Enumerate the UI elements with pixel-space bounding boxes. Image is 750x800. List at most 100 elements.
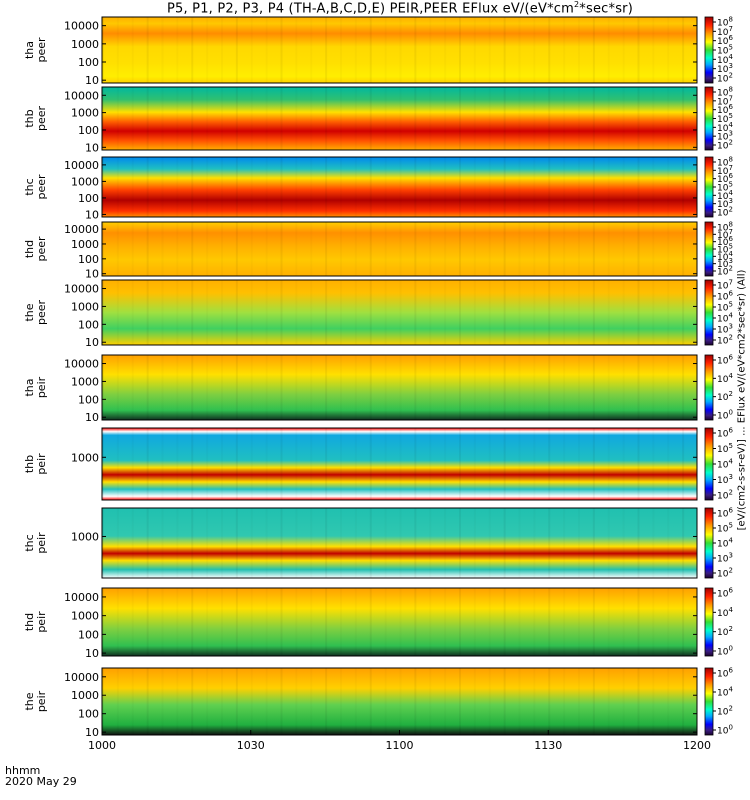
spectrogram-texture <box>176 588 178 656</box>
colorbar-tick-label: 105 <box>717 301 733 314</box>
y-tick-label: 1000 <box>71 610 99 623</box>
spectrogram-texture <box>235 87 238 150</box>
spectrogram-texture <box>340 280 342 345</box>
spectrogram-texture <box>162 157 164 217</box>
panel-frame <box>101 16 698 84</box>
spectrogram-texture <box>355 280 357 345</box>
y-axis-label: thb peir <box>23 453 48 475</box>
spectrogram-texture <box>369 280 372 345</box>
panel-frame <box>101 86 698 151</box>
spectrogram-texture <box>623 157 625 217</box>
spectrogram-texture <box>503 157 506 217</box>
spectrogram-texture <box>400 668 402 735</box>
spectrogram-texture <box>162 87 164 150</box>
colorbar-tick-label: 103 <box>717 130 733 143</box>
spectrogram-texture <box>176 222 178 276</box>
spectrogram-texture <box>519 668 521 735</box>
y-tick-label: 10000 <box>64 591 99 604</box>
spectrogram-texture <box>489 668 491 735</box>
spectrogram-texture <box>221 428 223 500</box>
y-tick-label: 10000 <box>64 20 99 33</box>
spectrogram-fill <box>102 668 697 735</box>
spectrogram-texture <box>623 355 625 420</box>
spectrogram-texture <box>206 508 208 578</box>
colorbar-tick-label: 102 <box>717 72 733 85</box>
spectrogram-texture <box>325 157 328 217</box>
spectrogram-texture <box>414 17 417 83</box>
spectrogram-panel-6: 10000 1000 100 10 tha peir <box>23 354 698 424</box>
spectrogram-texture <box>146 17 149 83</box>
spectrogram-texture <box>266 428 268 500</box>
y-axis-label-line: the <box>23 692 36 710</box>
spectrogram-texture <box>355 87 357 150</box>
spectrogram-texture <box>592 668 595 735</box>
spectrogram-texture <box>533 280 535 345</box>
spectrogram-texture <box>414 668 417 735</box>
spectrogram-texture <box>652 508 654 578</box>
spectrogram-texture <box>310 508 312 578</box>
colorbar-tick-label: 107 <box>717 228 733 241</box>
spectrogram-texture <box>578 355 580 420</box>
y-axis-label: the peer <box>23 300 48 326</box>
spectrogram-fill <box>102 588 697 656</box>
spectrogram-texture <box>369 428 372 500</box>
spectrogram-texture <box>652 668 654 735</box>
spectrogram-texture <box>563 428 565 500</box>
y-axis-label: thb peer <box>23 106 48 132</box>
spectrogram-texture <box>608 222 610 276</box>
spectrogram-texture <box>578 668 580 735</box>
spectrogram-texture <box>652 17 654 83</box>
colorbar-tick-label: 105 <box>717 442 733 455</box>
spectrogram-texture <box>191 588 194 656</box>
spectrogram-texture <box>325 668 328 735</box>
colorbar-tick-label: 106 <box>717 290 733 303</box>
spectrogram-texture <box>533 222 535 276</box>
spectrogram-texture <box>652 280 654 345</box>
spectrogram-texture <box>608 428 610 500</box>
spectrogram-texture <box>325 588 328 656</box>
y-tick-label: 100 <box>78 628 99 641</box>
colorbar-tick-label: 104 <box>717 121 733 134</box>
colorbar-tick-label: 102 <box>717 206 733 219</box>
spectrogram-fill <box>102 355 697 420</box>
spectrogram-texture <box>429 280 431 345</box>
spectrogram-texture <box>340 508 342 578</box>
colorbar-tick-label: 104 <box>717 250 733 263</box>
spectrogram-texture <box>102 157 104 217</box>
panel-frame <box>101 354 698 421</box>
spectrogram-texture <box>176 280 178 345</box>
spectrogram-texture <box>519 508 521 578</box>
colorbar-tick-label: 106 <box>717 172 733 185</box>
spectrogram-texture <box>206 588 208 656</box>
spectrogram-texture <box>146 222 149 276</box>
spectrogram-texture <box>578 17 580 83</box>
colorbar-tick-label: 108 <box>717 16 733 29</box>
spectrogram-texture <box>235 428 238 500</box>
spectrogram-texture <box>251 508 253 578</box>
spectrogram-texture <box>162 588 164 656</box>
spectrogram-texture <box>489 87 491 150</box>
spectrogram-texture <box>206 428 208 500</box>
spectrogram-texture <box>592 157 595 217</box>
spectrogram-texture <box>295 280 297 345</box>
spectrogram-texture <box>682 508 685 578</box>
colorbar-tick-label: 108 <box>717 221 733 234</box>
spectrogram-texture <box>385 428 387 500</box>
spectrogram-texture <box>280 157 283 217</box>
spectrogram-texture <box>414 280 417 345</box>
spectrogram-texture <box>682 280 685 345</box>
spectrogram-texture <box>385 87 387 150</box>
spectrogram-texture <box>474 355 476 420</box>
spectrogram-texture <box>414 157 417 217</box>
figure-title: P5, P1, P2, P3, P4 (TH-A,B,C,D,E) PEIR,P… <box>167 0 633 17</box>
y-tick-label: 10000 <box>64 223 99 236</box>
spectrogram-texture <box>191 355 194 420</box>
colorbar-tick-label: 100 <box>717 724 733 737</box>
panel-frame <box>101 279 698 346</box>
spectrogram-texture <box>117 428 119 500</box>
spectrogram-texture <box>102 508 104 578</box>
spectrogram-texture <box>459 355 461 420</box>
colorbar-tick-label: 105 <box>717 522 733 535</box>
